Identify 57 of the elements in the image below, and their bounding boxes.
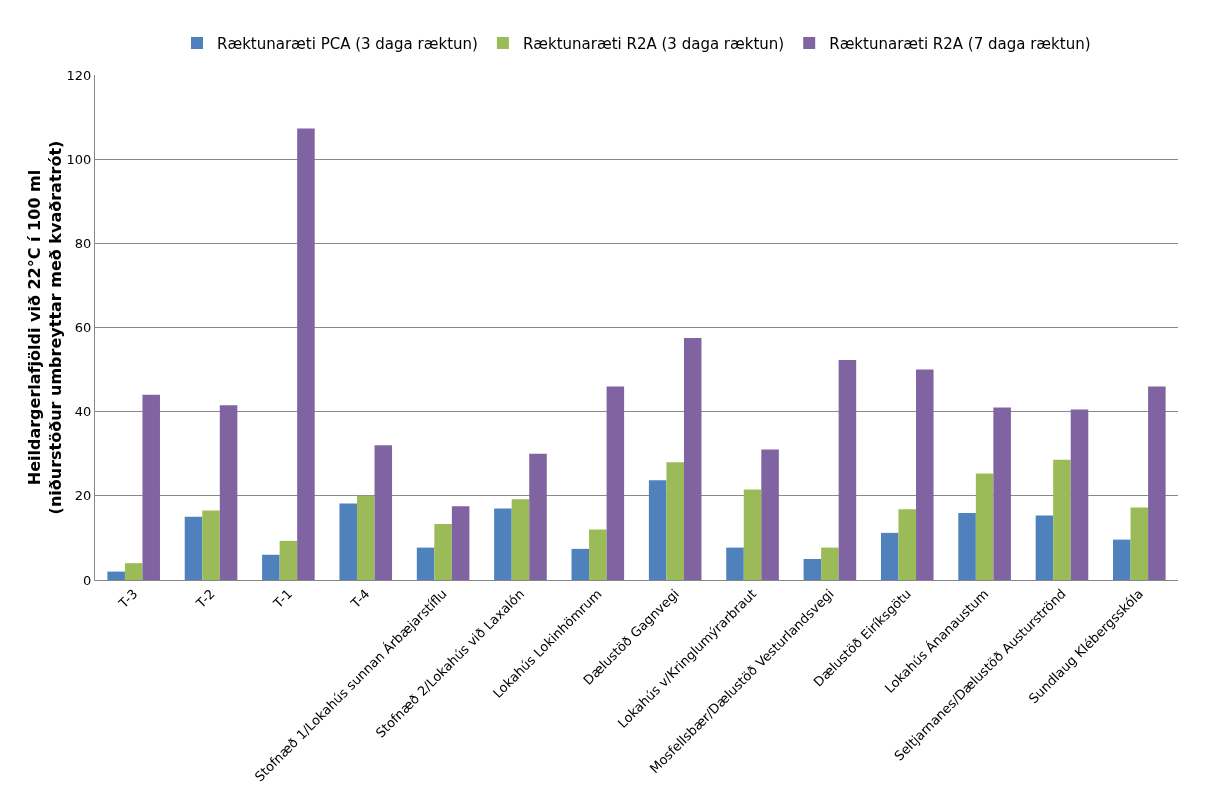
bar bbox=[683, 338, 702, 580]
bar bbox=[880, 532, 899, 580]
y-tick-label: 100 bbox=[66, 151, 92, 167]
bar bbox=[416, 547, 435, 580]
y-axis-title: Heildargerlafjöldi við 22°C í 100 ml (niðurstöður umbreyttar með kvaðratrót) bbox=[24, 140, 65, 515]
y-tick-label: 20 bbox=[74, 488, 92, 504]
y-tick-label: 0 bbox=[83, 572, 92, 588]
bar bbox=[219, 405, 238, 580]
y-tick-label: 40 bbox=[74, 404, 92, 420]
bar bbox=[975, 473, 994, 580]
bar bbox=[993, 407, 1011, 580]
bar bbox=[451, 506, 470, 580]
bar bbox=[589, 529, 607, 580]
bar bbox=[202, 510, 220, 580]
y-tick-label: 80 bbox=[74, 235, 92, 251]
bar bbox=[529, 453, 547, 580]
bar bbox=[666, 462, 684, 580]
bar bbox=[1113, 539, 1131, 580]
bar bbox=[571, 548, 590, 580]
bar bbox=[821, 547, 839, 580]
bar bbox=[494, 508, 512, 580]
bar bbox=[374, 445, 393, 580]
legend-label: Ræktunaræti R2A (3 daga ræktun) bbox=[522, 34, 785, 53]
bar bbox=[803, 558, 822, 580]
bar bbox=[916, 369, 934, 580]
bar bbox=[1070, 409, 1089, 580]
x-tick-label: T-1 bbox=[269, 586, 296, 612]
x-tick-label: T-4 bbox=[347, 586, 373, 612]
bar bbox=[142, 394, 160, 580]
bar bbox=[356, 495, 375, 580]
x-tick-label: T-2 bbox=[192, 586, 218, 612]
bar bbox=[958, 513, 976, 580]
bar bbox=[184, 516, 203, 580]
bar bbox=[297, 128, 315, 580]
bar bbox=[606, 386, 625, 580]
x-tick-label: T-3 bbox=[115, 586, 141, 612]
bar bbox=[107, 571, 125, 580]
bar bbox=[648, 480, 667, 580]
bar bbox=[898, 509, 917, 580]
y-tick-label: 60 bbox=[74, 320, 92, 336]
bar bbox=[838, 359, 857, 580]
bar bbox=[1035, 515, 1054, 580]
legend-label: Ræktunaræti PCA (3 daga ræktun) bbox=[217, 34, 478, 53]
y-tick-label: 120 bbox=[66, 67, 92, 83]
bar bbox=[279, 540, 298, 580]
bar bbox=[262, 554, 280, 580]
bar bbox=[124, 563, 143, 580]
bar bbox=[726, 547, 744, 580]
bar bbox=[339, 503, 357, 580]
bar bbox=[434, 524, 452, 580]
bar bbox=[1130, 507, 1149, 580]
bar bbox=[743, 489, 762, 580]
legend-label: Ræktunaræti R2A (7 daga ræktun) bbox=[829, 34, 1091, 53]
bar bbox=[511, 499, 530, 580]
bar bbox=[1053, 459, 1071, 580]
bar bbox=[761, 449, 779, 580]
bar bbox=[1148, 386, 1166, 580]
